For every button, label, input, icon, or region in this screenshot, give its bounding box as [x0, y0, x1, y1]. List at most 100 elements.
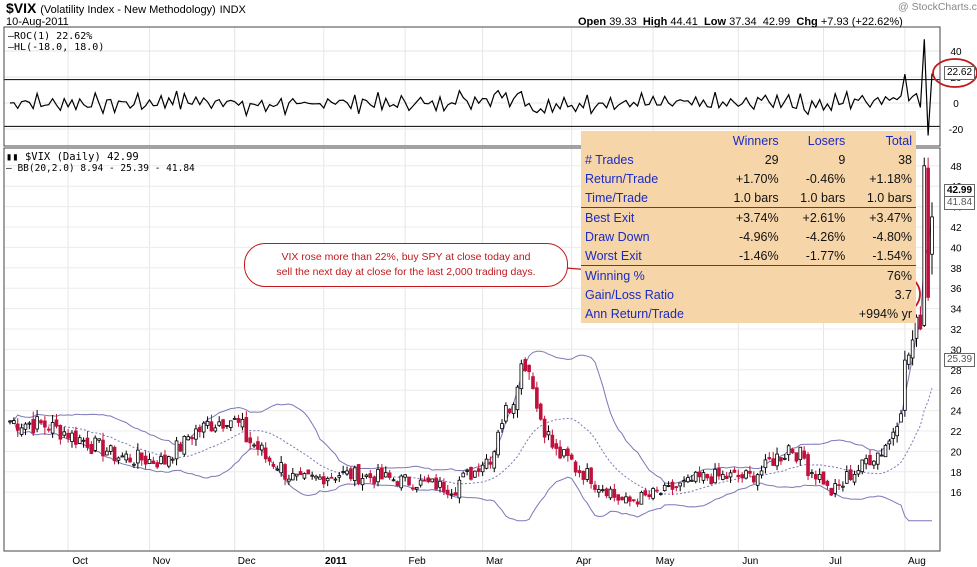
candle-body	[879, 454, 884, 457]
candle-body	[821, 471, 826, 485]
candle-body	[85, 437, 90, 448]
candle-body	[779, 457, 783, 462]
price-tick-label: 38	[950, 264, 962, 275]
candle-body	[674, 486, 679, 489]
candle-body	[271, 463, 276, 467]
month-label: Jun	[742, 556, 758, 567]
candle-body	[128, 457, 132, 463]
candle-body	[802, 450, 806, 459]
candle-body	[581, 470, 586, 480]
candle-body	[414, 486, 419, 490]
y-axis-ticks: 40200-2048464442403836343230282624222018…	[949, 47, 964, 499]
candle-body	[395, 481, 400, 486]
candle-body	[349, 468, 353, 480]
roc-highlight-circle	[932, 58, 977, 88]
candle-body	[686, 477, 690, 483]
candle-body	[504, 405, 508, 422]
candle-body	[546, 431, 551, 436]
candle-body	[240, 418, 245, 428]
candle-body	[306, 469, 311, 475]
stats-row-time: Time/Trade 1.0 bars 1.0 bars 1.0 bars	[585, 190, 912, 205]
price-tick-label: 40	[950, 243, 962, 254]
candle-body	[167, 456, 171, 467]
candle-body	[488, 461, 493, 465]
roc-current-label: 22.62	[944, 66, 976, 80]
candle-body	[383, 472, 388, 478]
price-tick-label: 36	[950, 284, 962, 295]
candle-body	[380, 467, 384, 480]
candle-body	[841, 485, 845, 488]
candle-body	[403, 474, 407, 478]
candle-body	[248, 437, 252, 444]
exchange: INDX	[219, 4, 246, 16]
candle-body	[864, 458, 868, 465]
bb-upper-label: 41.84	[944, 196, 976, 210]
candle-body	[763, 459, 768, 469]
candle-body	[298, 471, 303, 476]
stats-row-worst-exit: Worst Exit -1.46% -1.77% -1.54%	[585, 248, 912, 263]
candle-body	[321, 476, 326, 485]
candle-body	[465, 470, 469, 472]
candle-body	[647, 494, 652, 497]
candle-body	[798, 446, 803, 461]
candle-body	[325, 478, 330, 482]
candle-body	[120, 455, 125, 458]
roc-tick-label: -20	[949, 125, 964, 136]
candle-body	[775, 453, 779, 467]
candle-body	[89, 444, 94, 454]
candle-body	[54, 419, 59, 427]
candle-body	[329, 476, 334, 479]
candle-body	[221, 419, 225, 429]
candle-body	[628, 496, 632, 502]
candle-body	[817, 473, 822, 480]
candle-body	[507, 408, 512, 413]
candle-body	[666, 485, 671, 487]
candle-body	[620, 496, 624, 501]
candle-body	[186, 436, 191, 441]
watermark: @ StockCharts.com	[898, 1, 977, 13]
candle-body	[418, 479, 423, 486]
candle-body	[310, 474, 314, 477]
candle-body	[701, 472, 706, 481]
symbol-name: (Volatility Index - New Methodology)	[40, 4, 216, 16]
candle-body	[531, 376, 535, 389]
candle-body	[225, 425, 229, 427]
candle-body	[856, 470, 861, 475]
candle-body	[260, 444, 264, 451]
candle-body	[624, 496, 628, 504]
candle-body	[430, 478, 435, 483]
candle-body	[577, 470, 582, 474]
candle-body	[639, 491, 644, 505]
candle-body	[368, 473, 373, 479]
candle-body	[721, 474, 725, 480]
month-label: Jul	[829, 556, 842, 567]
candle-body	[771, 458, 775, 466]
candle-body	[922, 165, 927, 326]
candle-body	[740, 474, 744, 479]
candle-body	[868, 454, 872, 466]
price-panel-frame	[3, 147, 941, 552]
candle-body	[511, 404, 516, 414]
candle-body	[813, 474, 818, 480]
candle-body	[108, 445, 113, 452]
candle-body	[201, 422, 206, 433]
candle-body	[244, 417, 249, 443]
low-value: 37.34	[729, 16, 757, 28]
candle-body	[453, 492, 458, 496]
candle-body	[209, 421, 214, 432]
candle-body	[352, 467, 357, 481]
candle-body	[519, 363, 524, 390]
candle-body	[194, 428, 198, 440]
month-label: Oct	[72, 556, 88, 567]
candle-body	[302, 473, 307, 479]
candle-body	[8, 420, 12, 423]
candle-body	[178, 444, 183, 452]
candle-body	[267, 457, 272, 462]
candle-body	[883, 444, 888, 458]
candle-body	[500, 423, 504, 430]
winners-header: Winners	[732, 133, 779, 148]
candle-body	[70, 432, 74, 442]
stats-row-gain-loss: Gain/Loss Ratio 3.7	[585, 287, 912, 302]
candle-body	[35, 416, 39, 430]
stats-row-draw-down: Draw Down -4.96% -4.26% -4.80%	[585, 229, 912, 244]
